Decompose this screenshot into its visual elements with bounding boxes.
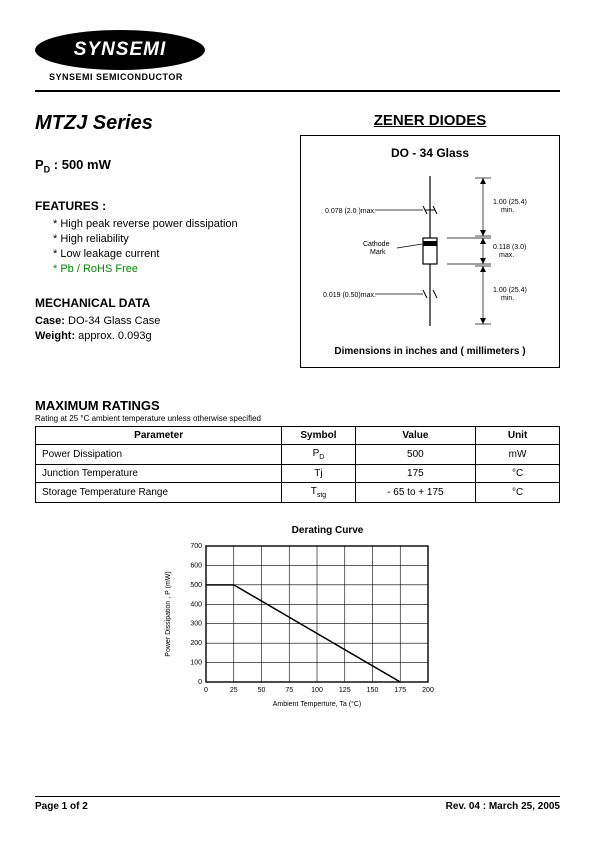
pd-line: PD : 500 mW [35, 157, 285, 175]
mechanical-data: Case: DO-34 Glass Case Weight: approx. 0… [35, 314, 285, 344]
table-row: Power DissipationPD500mW [36, 444, 560, 464]
features-heading: FEATURES : [35, 199, 285, 213]
features-list: * High peak reverse power dissipation* H… [53, 217, 285, 276]
svg-text:200: 200 [190, 640, 202, 647]
svg-text:0: 0 [198, 679, 202, 686]
package-diagram: 0.078 (2.0 )max. 0.019 (0.50)max. Cathod… [315, 166, 545, 336]
svg-text:600: 600 [190, 562, 202, 569]
svg-text:min.: min. [501, 295, 514, 302]
svg-text:max.: max. [499, 252, 514, 259]
svg-text:50: 50 [257, 687, 265, 694]
ratings-table: ParameterSymbolValueUnitPower Dissipatio… [35, 426, 560, 503]
zener-title: ZENER DIODES [300, 112, 560, 129]
ratings-note: Rating at 25 °C ambient temperature unle… [35, 414, 560, 423]
svg-text:0.078 (2.0 )max.: 0.078 (2.0 )max. [325, 208, 376, 215]
svg-text:400: 400 [190, 601, 202, 608]
table-row: Junction TemperatureTj175°C [36, 464, 560, 482]
footer: Page 1 of 2 Rev. 04 : March 25, 2005 [35, 796, 560, 812]
mechanical-heading: MECHANICAL DATA [35, 296, 285, 310]
svg-text:0.019 (0.50)max.: 0.019 (0.50)max. [323, 292, 376, 299]
logo-brand: SYNSEMI [74, 39, 167, 61]
svg-text:100: 100 [311, 687, 323, 694]
series-title: MTZJ Series [35, 112, 285, 135]
svg-text:75: 75 [285, 687, 293, 694]
svg-text:125: 125 [338, 687, 350, 694]
feature-item: * High peak reverse power dissipation [53, 217, 285, 232]
pd-prefix: P [35, 157, 44, 172]
svg-text:200: 200 [422, 687, 434, 694]
svg-text:Cathode: Cathode [363, 241, 390, 248]
svg-text:300: 300 [190, 620, 202, 627]
footer-divider [35, 796, 560, 797]
svg-text:1.00 (25.4): 1.00 (25.4) [493, 199, 527, 206]
table-row: Storage Temperature RangeTstg- 65 to + 1… [36, 482, 560, 502]
svg-text:Power Dissipation , P (mW): Power Dissipation , P (mW) [165, 571, 172, 656]
feature-item: * Low leakage current [53, 247, 285, 262]
svg-text:0.118 (3.0): 0.118 (3.0) [493, 244, 526, 251]
dimension-note: Dimensions in inches and ( millimeters ) [309, 346, 551, 357]
top-divider [35, 90, 560, 92]
svg-text:700: 700 [190, 543, 202, 550]
page-number: Page 1 of 2 [35, 801, 88, 812]
case-value: DO-34 Glass Case [65, 315, 160, 327]
logo-area: SYNSEMI SYNSEMI SEMICONDUCTOR [35, 30, 560, 82]
feature-item: * High reliability [53, 232, 285, 247]
ratings-heading: MAXIMUM RATINGS [35, 398, 560, 413]
package-subtitle: DO - 34 Glass [309, 146, 551, 160]
svg-text:175: 175 [394, 687, 406, 694]
revision: Rev. 04 : March 25, 2005 [446, 801, 560, 812]
svg-text:Ambient Temperture, Ta (°C): Ambient Temperture, Ta (°C) [272, 700, 361, 708]
weight-label: Weight: [35, 330, 75, 342]
case-label: Case: [35, 315, 65, 327]
svg-text:100: 100 [190, 659, 202, 666]
svg-text:1.00 (25.4): 1.00 (25.4) [493, 287, 527, 294]
svg-text:150: 150 [366, 687, 378, 694]
logo-subtitle: SYNSEMI SEMICONDUCTOR [49, 72, 560, 82]
svg-text:25: 25 [229, 687, 237, 694]
feature-item: * Pb / RoHS Free [53, 262, 285, 277]
svg-text:Mark: Mark [370, 249, 386, 256]
pd-rest: : 500 mW [50, 157, 111, 172]
svg-text:0: 0 [204, 687, 208, 694]
weight-value: approx. 0.093g [75, 330, 151, 342]
svg-text:min.: min. [501, 207, 514, 214]
left-column: MTZJ Series PD : 500 mW FEATURES : * Hig… [35, 112, 300, 368]
chart-area: Derating Curve 0 25 50 75 100 125 150 175 200 0 10… [35, 525, 560, 715]
package-box: DO - 34 Glass 0.078 (2.0 )max. 0.019 (0.… [300, 135, 560, 368]
right-column: ZENER DIODES DO - 34 Glass 0.078 (2.0 )m… [300, 112, 560, 368]
derating-chart: 0 25 50 75 100 125 150 175 200 0 100 200 300 400 500 60… [158, 540, 438, 710]
svg-text:500: 500 [190, 581, 202, 588]
chart-title: Derating Curve [95, 525, 560, 536]
logo-ellipse: SYNSEMI [35, 30, 205, 70]
